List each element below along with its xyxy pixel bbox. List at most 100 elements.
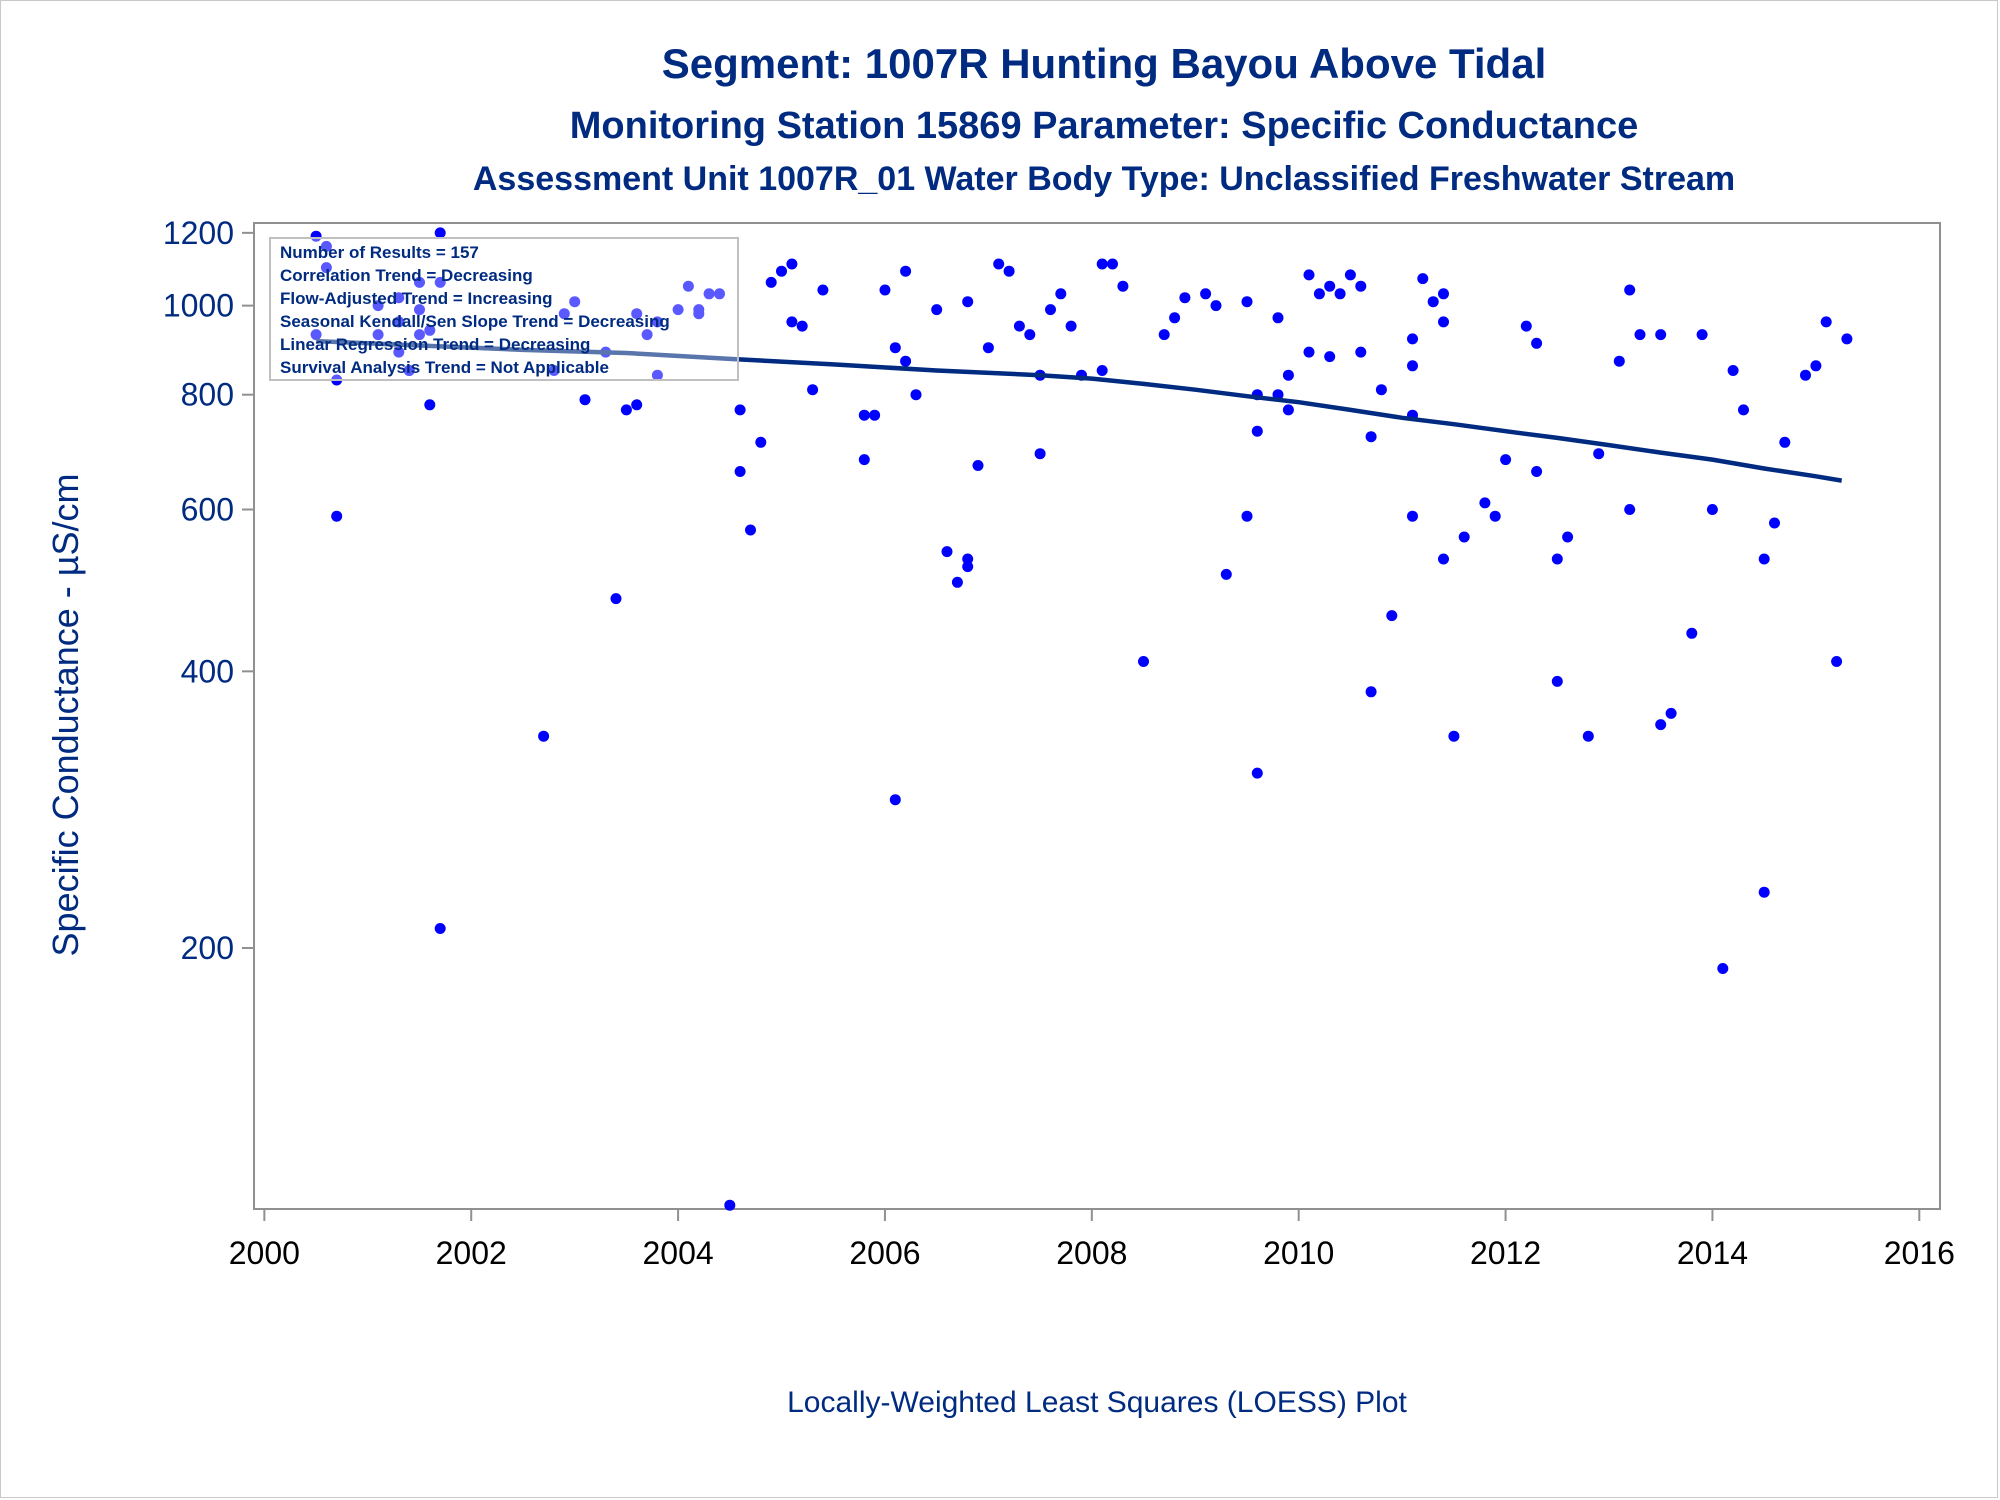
- data-point: [807, 384, 819, 396]
- data-point: [1738, 404, 1749, 416]
- stats-legend-line: Linear Regression Trend = Decreasing: [280, 335, 590, 354]
- data-point: [1241, 296, 1253, 308]
- data-point: [1220, 568, 1232, 580]
- data-point: [786, 316, 798, 328]
- data-point: [1324, 351, 1336, 363]
- x-tick-label: 2010: [1263, 1235, 1334, 1271]
- data-point: [1706, 504, 1718, 515]
- data-point: [765, 276, 777, 288]
- data-point: [1013, 320, 1025, 332]
- data-point: [1479, 497, 1491, 509]
- data-point: [620, 404, 632, 416]
- x-tick-label: 2002: [436, 1235, 507, 1271]
- data-point: [1096, 258, 1108, 270]
- data-point: [1758, 553, 1770, 565]
- data-point: [1800, 369, 1811, 381]
- data-point: [889, 794, 901, 806]
- data-point: [755, 436, 767, 448]
- x-axis: 2000 2002 2004 2006 2008 2010 2012 2014 2016: [229, 1209, 1955, 1271]
- data-point: [1003, 265, 1015, 277]
- data-point: [1138, 656, 1149, 667]
- data-point: [579, 394, 591, 406]
- data-point: [724, 1199, 736, 1211]
- y-tick-label: 200: [181, 930, 234, 966]
- data-point: [879, 284, 891, 296]
- data-point: [1303, 346, 1315, 358]
- data-point: [931, 304, 943, 316]
- data-point: [1613, 355, 1625, 367]
- data-point: [1024, 329, 1036, 341]
- y-tick-label: 400: [181, 653, 234, 689]
- data-point: [1655, 719, 1667, 731]
- data-point: [1096, 365, 1108, 376]
- data-point: [1272, 312, 1284, 324]
- data-point: [414, 276, 425, 288]
- stats-legend-line: Seasonal Kendall/Sen Slope Trend = Decre…: [280, 312, 670, 331]
- data-point: [538, 730, 550, 742]
- data-point: [682, 280, 694, 292]
- data-point: [403, 365, 415, 376]
- data-point: [1727, 365, 1739, 376]
- data-point: [1758, 886, 1770, 898]
- data-point: [786, 258, 798, 270]
- data-point: [631, 308, 643, 320]
- data-point: [1386, 610, 1398, 622]
- x-tick-label: 2012: [1470, 1235, 1541, 1271]
- y-tick-label: 600: [181, 492, 234, 528]
- data-point: [889, 342, 901, 354]
- data-point: [1448, 730, 1460, 742]
- stats-legend-line: Flow-Adjusted Trend = Increasing: [280, 289, 553, 308]
- data-point: [424, 399, 436, 411]
- data-point: [1407, 510, 1418, 522]
- x-tick-label: 2006: [849, 1235, 920, 1271]
- data-point: [1107, 258, 1118, 270]
- data-point: [434, 276, 446, 288]
- data-point: [962, 553, 974, 565]
- data-point: [951, 576, 963, 588]
- data-point: [858, 409, 870, 421]
- data-point: [1438, 316, 1449, 328]
- data-point: [414, 304, 425, 316]
- data-point: [817, 284, 829, 296]
- data-point: [424, 324, 436, 336]
- data-point: [558, 308, 570, 320]
- data-point: [393, 316, 405, 328]
- data-point: [993, 258, 1005, 270]
- data-point: [569, 296, 581, 308]
- data-point: [1624, 284, 1636, 296]
- data-point: [1582, 730, 1594, 742]
- data-point: [714, 288, 725, 300]
- data-point: [1282, 369, 1294, 381]
- data-point: [651, 316, 663, 328]
- data-point: [631, 399, 643, 411]
- data-point: [1831, 656, 1843, 667]
- data-point: [434, 227, 446, 239]
- data-point: [1779, 436, 1791, 448]
- x-tick-label: 2014: [1677, 1235, 1748, 1271]
- stats-legend-line: Correlation Trend = Decreasing: [280, 266, 533, 285]
- stats-legend-line: Survival Analysis Trend = Not Applicable: [280, 358, 609, 377]
- data-point: [1375, 384, 1387, 396]
- data-point: [320, 262, 332, 274]
- data-point: [1520, 320, 1532, 332]
- data-point: [900, 265, 912, 277]
- data-point: [962, 296, 974, 308]
- data-point: [1841, 333, 1853, 345]
- data-point: [703, 288, 715, 300]
- stats-legend-border: [269, 237, 739, 381]
- data-point: [1551, 675, 1563, 687]
- plot-area-frame: [253, 222, 1941, 1210]
- data-point: [1665, 707, 1677, 719]
- data-point: [1458, 531, 1470, 543]
- data-point: [372, 329, 384, 341]
- chart-title-assessment-unit: Assessment Unit 1007R_01 Water Body Type…: [473, 160, 1735, 198]
- data-point: [1624, 504, 1636, 515]
- data-point: [776, 265, 787, 277]
- data-point: [1034, 448, 1046, 460]
- data-point: [1365, 431, 1377, 443]
- data-point: [1313, 288, 1325, 300]
- data-point: [1407, 333, 1418, 345]
- x-tick-label: 2000: [229, 1235, 300, 1271]
